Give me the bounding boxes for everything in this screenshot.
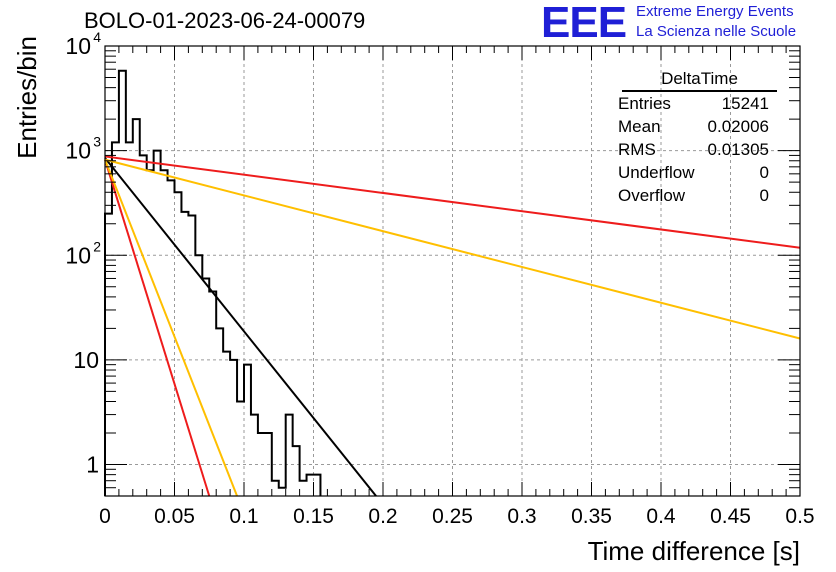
fit-line [104, 158, 801, 340]
stat-value: 0 [759, 186, 769, 205]
x-axis-ticks: 0 0.05 0.1 0.15 0.2 0.25 0.3 0.35 0.4 0.45 0.5 [99, 46, 815, 528]
x-tick-label: 0.25 [432, 505, 473, 528]
x-tick-label: 0.2 [368, 505, 397, 528]
x-tick-label: 0 [99, 505, 111, 528]
logo-line-2: La Scienza nelle Scuole [636, 23, 797, 40]
y-tick-label: 10 [65, 138, 91, 164]
y-axis-label: Entries/bin [12, 36, 42, 159]
stats-box: DeltaTime Entries 15241 Mean 0.02006 RMS… [612, 68, 777, 207]
stat-label: Entries [618, 94, 671, 113]
fit-line [104, 159, 238, 497]
y-tick-label: 1 [86, 452, 99, 478]
x-tick-label: 0.1 [229, 505, 258, 528]
fit-line [104, 155, 801, 249]
stat-value: 0.01305 [707, 140, 769, 159]
stat-row-mean: Mean 0.02006 [612, 115, 777, 138]
eee-logo: EEE [541, 0, 627, 47]
histogram-series [104, 69, 322, 496]
stat-row-rms: RMS 0.01305 [612, 138, 777, 161]
stat-label: RMS [618, 140, 656, 159]
x-axis-label: Time difference [s] [588, 536, 800, 566]
stat-label: Underflow [618, 163, 695, 182]
histogram-outline [104, 69, 322, 496]
x-tick-label: 0.5 [785, 505, 814, 528]
y-tick-exponent: 4 [93, 29, 101, 45]
x-tick-label: 0.3 [507, 505, 536, 528]
x-tick-label: 0.35 [571, 505, 612, 528]
stat-value: 0.02006 [707, 117, 769, 136]
stats-title: DeltaTime [622, 68, 777, 92]
run-title: BOLO-01-2023-06-24-00079 [84, 8, 366, 33]
stat-label: Mean [618, 117, 661, 136]
fit-line [104, 159, 211, 497]
stat-row-entries: Entries 15241 [612, 92, 777, 115]
stat-row-overflow: Overflow 0 [612, 184, 777, 207]
stat-value: 15241 [721, 94, 769, 113]
x-tick-label: 0.15 [293, 505, 334, 528]
x-tick-label: 0.45 [710, 505, 751, 528]
y-tick-exponent: 2 [93, 238, 101, 254]
y-tick-label: 10 [73, 347, 99, 373]
stat-label: Overflow [618, 186, 686, 205]
stat-value: 0 [759, 163, 769, 182]
logo-line-1: Extreme Energy Events [636, 3, 794, 20]
fit-lines [104, 155, 801, 497]
y-tick-label: 10 [65, 242, 91, 268]
stat-row-underflow: Underflow 0 [612, 161, 777, 184]
x-tick-label: 0.4 [646, 505, 676, 528]
grid [105, 45, 800, 496]
fit-line [104, 157, 377, 497]
y-tick-label: 10 [65, 33, 91, 59]
x-tick-label: 0.05 [154, 505, 195, 528]
y-tick-exponent: 3 [93, 134, 101, 150]
